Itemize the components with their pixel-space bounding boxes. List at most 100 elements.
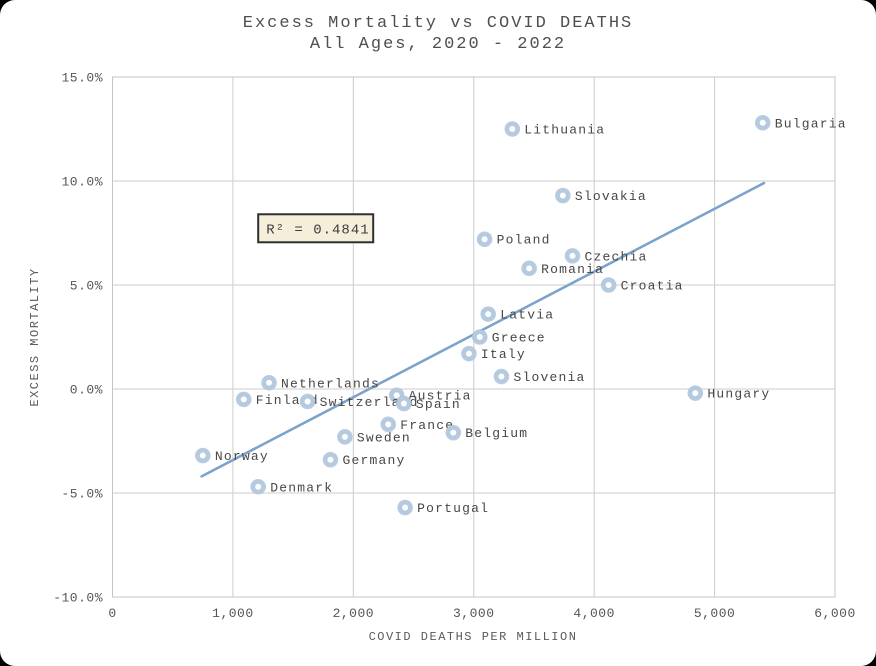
data-point-sweden: Sweden: [337, 429, 411, 445]
marker-outline: [261, 374, 277, 391]
country-label: Switzerland: [320, 395, 419, 410]
y-tick-label: -10.0%: [53, 591, 103, 606]
marker-outline: [396, 395, 412, 412]
data-point-greece: Greece: [471, 329, 546, 346]
data-point-spain: Spain: [396, 395, 461, 412]
marker-outline: [195, 447, 211, 464]
country-label: Netherlands: [281, 376, 380, 391]
marker-outline: [322, 451, 339, 468]
country-label: Denmark: [270, 480, 333, 495]
marker-circle: [601, 278, 616, 292]
x-axis-title: COVID DEATHS PER MILLION: [369, 630, 578, 644]
country-label: Portugal: [417, 501, 489, 516]
marker-circle: [555, 188, 570, 203]
marker-outline: [337, 429, 353, 445]
data-point-slovenia: Slovenia: [493, 368, 585, 385]
marker-outline: [235, 391, 252, 408]
data-point-portugal: Portugal: [397, 499, 489, 516]
country-label: Italy: [481, 347, 526, 362]
marker-outline: [555, 187, 571, 204]
data-point-norway: Norway: [195, 447, 269, 464]
data-point-netherlands: Netherlands: [261, 374, 380, 391]
marker-outline: [687, 385, 704, 401]
marker-circle: [481, 307, 496, 322]
y-axis-title: EXCESS MORTALITY: [28, 267, 42, 406]
marker-circle: [195, 448, 210, 463]
data-point-czechia: Czechia: [564, 248, 647, 264]
data-point-italy: Italy: [461, 345, 526, 362]
x-tick-label: 6,000: [814, 606, 856, 621]
annotation-text: R² = 0.4841: [266, 222, 369, 238]
marker-outline: [380, 416, 397, 433]
r-squared-annotation: R² = 0.4841: [257, 213, 375, 244]
marker-circle: [323, 452, 338, 467]
country-label: Spain: [416, 397, 461, 412]
marker-outline: [504, 121, 521, 137]
country-label: Hungary: [707, 387, 770, 402]
marker-outline: [521, 260, 537, 277]
x-tick-label: 5,000: [694, 606, 736, 621]
data-point-belgium: Belgium: [445, 424, 528, 441]
trend-line: [200, 181, 766, 478]
marker-outline: [397, 499, 413, 516]
country-label: Czechia: [584, 249, 647, 264]
marker-outline: [564, 248, 581, 264]
marker-circle: [477, 232, 492, 247]
marker-outline: [476, 231, 493, 248]
country-label: Austria: [409, 389, 472, 404]
data-point-switzerland: Switzerland: [299, 393, 419, 410]
country-label: Germany: [342, 453, 405, 468]
country-label: Belgium: [465, 426, 528, 441]
marker-circle: [446, 425, 461, 440]
marker-circle: [565, 248, 580, 263]
data-point-lithuania: Lithuania: [504, 121, 605, 138]
data-point-france: France: [380, 416, 454, 433]
marker-circle: [381, 417, 396, 432]
marker-circle: [755, 115, 770, 130]
country-label: Lithuania: [524, 123, 605, 138]
country-label: Croatia: [621, 279, 684, 294]
country-label: Greece: [492, 331, 546, 346]
x-tick-label: 1,000: [212, 606, 254, 621]
country-label: Slovenia: [513, 370, 585, 385]
data-point-romania: Romania: [521, 260, 603, 277]
marker-outline: [299, 393, 316, 410]
marker-circle: [461, 346, 476, 361]
x-tick-label: 0: [108, 606, 116, 621]
marker-circle: [251, 479, 266, 494]
country-label: Bulgaria: [775, 116, 847, 131]
marker-outline: [480, 306, 497, 322]
country-label: France: [400, 418, 454, 433]
country-label: Slovakia: [575, 189, 647, 204]
x-tick-label: 2,000: [333, 606, 375, 621]
marker-circle: [337, 429, 352, 444]
marker-circle: [522, 261, 537, 276]
country-label: Sweden: [357, 430, 411, 445]
trend-line-group: [200, 181, 766, 478]
data-point-hungary: Hungary: [687, 385, 770, 402]
marker-circle: [494, 369, 509, 384]
data-point-latvia: Latvia: [480, 306, 553, 323]
y-tick-label: 10.0%: [61, 175, 103, 190]
country-label: Norway: [215, 449, 269, 464]
marker-outline: [461, 345, 477, 362]
data-point-denmark: Denmark: [250, 478, 333, 495]
y-tick-label: -5.0%: [61, 487, 103, 502]
country-label: Poland: [497, 233, 551, 248]
marker-circle: [688, 386, 703, 401]
axis-tick-labels: 0 1,000 2,000 3,000 4,000 5,000 6,000 15.0% 10.0…: [53, 71, 856, 622]
y-tick-label: 5.0%: [70, 279, 103, 294]
chart-title: Excess Mortality vs COVID DEATHS: [242, 14, 634, 33]
annotation-box: [257, 213, 375, 244]
marker-circle: [505, 122, 520, 136]
marker-circle: [398, 500, 413, 515]
marker-circle: [236, 392, 251, 407]
data-point-bulgaria: Bulgaria: [754, 114, 847, 131]
marker-outline: [250, 478, 267, 495]
data-point-poland: Poland: [476, 231, 551, 248]
chart-subtitle: All Ages, 2020 - 2022: [309, 35, 567, 54]
y-tick-label: 0.0%: [70, 383, 103, 398]
marker-outline: [754, 114, 771, 131]
marker-circle: [472, 330, 487, 344]
